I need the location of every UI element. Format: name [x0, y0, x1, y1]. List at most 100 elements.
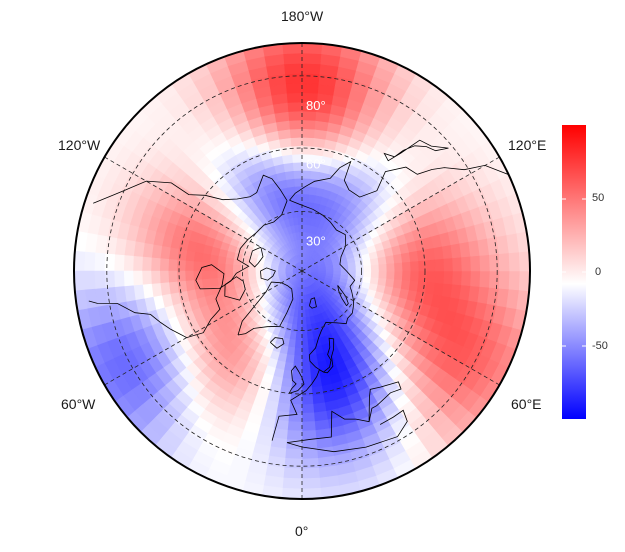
lon-label-60w: 60°W — [61, 396, 96, 412]
field-cell — [301, 63, 321, 75]
field-cell — [301, 487, 323, 499]
field-cell — [287, 420, 303, 431]
map-boundary — [73, 42, 531, 500]
field-cell — [185, 270, 195, 282]
field-cell — [301, 194, 310, 203]
colorbar-tick-0: 0 — [595, 266, 602, 278]
field-cell — [409, 270, 419, 282]
coastline — [286, 409, 408, 453]
field-cell — [289, 128, 303, 139]
field-cell — [284, 73, 303, 85]
field-cell — [94, 270, 106, 290]
latitude-label: 30° — [306, 233, 326, 248]
field-cell — [94, 252, 106, 272]
field-cell — [393, 270, 403, 281]
field-cell — [408, 250, 419, 262]
field-cell — [424, 281, 435, 295]
field-cell — [434, 270, 445, 284]
field-cell — [177, 248, 188, 262]
field-cell — [416, 280, 427, 294]
field-cell — [296, 316, 303, 325]
field-cell — [518, 270, 530, 292]
coastline — [289, 160, 524, 201]
field-cell — [285, 83, 303, 95]
field-cell — [400, 279, 411, 291]
coastline — [337, 285, 349, 307]
field-cell — [301, 232, 306, 241]
field-cell — [285, 353, 296, 364]
field-cell — [301, 467, 321, 479]
field-cell — [283, 467, 303, 479]
field-cell — [408, 280, 419, 292]
lon-label-120w: 120°W — [58, 137, 101, 153]
field-cell — [159, 270, 170, 284]
graticule-meridian — [301, 152, 508, 272]
latitude-label: 80° — [306, 98, 326, 113]
field-cell — [442, 257, 453, 272]
field-cell — [287, 111, 303, 122]
lon-label-60e: 60°E — [511, 396, 542, 412]
anomaly-field — [74, 43, 530, 499]
field-cell — [123, 255, 135, 272]
field-cell — [286, 102, 303, 113]
field-cell — [142, 256, 153, 272]
field-cell — [297, 309, 303, 318]
field-cell — [291, 378, 303, 388]
field-cell — [354, 275, 364, 282]
field-cell — [294, 339, 303, 348]
graticule-latitude-circle — [106, 75, 498, 467]
field-cell — [291, 154, 303, 164]
field-cell — [301, 339, 310, 348]
field-cell — [281, 154, 293, 165]
coastline — [271, 199, 356, 441]
field-cell — [301, 346, 310, 356]
field-cell — [168, 270, 179, 283]
field-cell — [362, 270, 372, 278]
field-cell — [370, 263, 379, 272]
field-cell — [460, 255, 471, 272]
field-cell — [401, 270, 411, 281]
field-cell — [159, 258, 170, 272]
coastline — [93, 174, 288, 204]
field-cell — [301, 128, 315, 139]
field-cell — [434, 258, 445, 272]
field-cell — [478, 254, 490, 272]
field-cell — [370, 270, 379, 279]
field-cell — [369, 276, 379, 285]
field-cell — [185, 260, 195, 272]
field-cell — [84, 251, 96, 272]
field-cell — [287, 345, 296, 356]
field-cell — [133, 255, 144, 272]
field-cell — [278, 138, 292, 149]
field-cell — [142, 270, 153, 286]
field-cell — [301, 120, 316, 131]
field-cell — [209, 254, 220, 265]
lon-label-0: 0° — [295, 523, 309, 539]
field-cell — [301, 354, 311, 364]
field-cell — [225, 270, 234, 279]
field-cell — [193, 279, 204, 291]
field-cell — [301, 170, 312, 180]
field-cell — [308, 186, 317, 197]
field-cell — [309, 170, 320, 181]
field-cell — [425, 259, 436, 272]
field-cell — [286, 438, 303, 450]
coastline — [383, 139, 449, 162]
field-cell — [508, 251, 520, 272]
field-cell — [169, 281, 180, 295]
field-cell — [498, 252, 510, 272]
lon-label-180w: 180°W — [281, 8, 324, 24]
colorbar-tick-50: 50 — [592, 192, 605, 204]
field-cell — [201, 253, 212, 264]
latitude-labels: 30° 60° 80° — [306, 98, 326, 248]
field-cell — [217, 256, 228, 265]
field-cell — [377, 263, 387, 272]
field-cell — [301, 239, 306, 248]
field-cell — [281, 377, 293, 388]
field-cell — [416, 248, 427, 262]
field-cell — [294, 346, 303, 356]
field-cell — [311, 385, 325, 396]
field-cell — [298, 294, 303, 303]
field-cell — [209, 270, 219, 280]
